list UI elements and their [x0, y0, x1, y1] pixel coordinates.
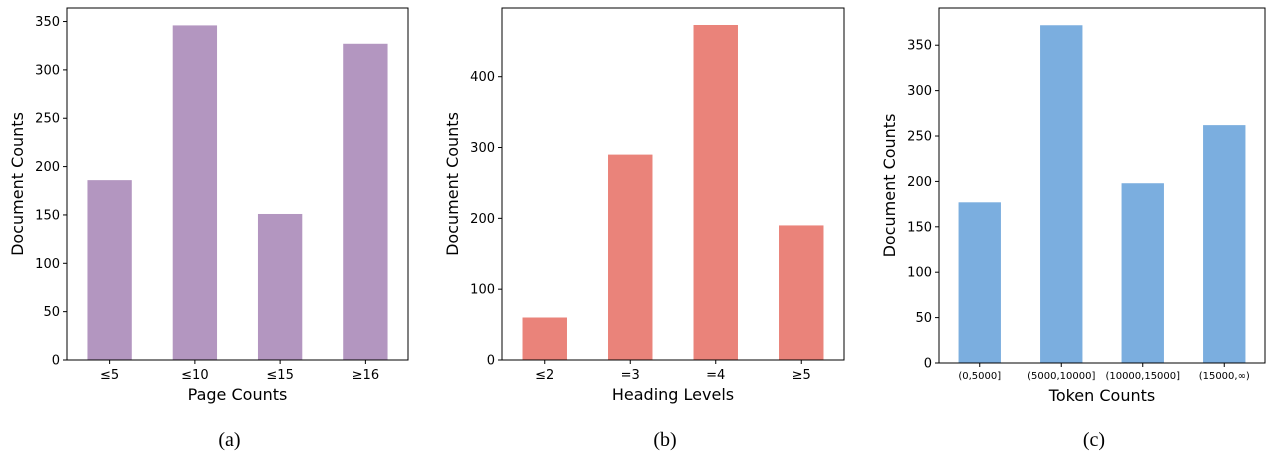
y-tick-label: 300 [35, 63, 60, 78]
x-tick-label: ≥16 [352, 368, 379, 383]
y-tick-label: 200 [35, 160, 60, 175]
x-tick-label: (10000,15000] [1105, 371, 1180, 382]
bar-0 [958, 202, 1001, 363]
y-axis-label: Document Counts [443, 112, 462, 256]
y-tick-label: 50 [43, 305, 60, 320]
y-tick-label: 400 [470, 70, 495, 85]
bar-0 [87, 180, 132, 360]
y-axis-label: Document Counts [880, 114, 899, 258]
y-tick-label: 350 [907, 39, 932, 54]
x-tick-label: (5000,10000] [1027, 371, 1095, 382]
bar-1 [1040, 25, 1083, 363]
y-tick-label: 300 [907, 84, 932, 99]
x-tick-label: ≥5 [792, 368, 811, 383]
y-tick-label: 250 [907, 130, 932, 145]
y-tick-label: 300 [470, 141, 495, 156]
y-tick-label: 350 [35, 15, 60, 30]
y-tick-label: 200 [470, 212, 495, 227]
y-axis-label: Document Counts [8, 112, 27, 256]
bar-3 [343, 43, 388, 361]
bar-0 [522, 317, 567, 360]
subfigure-caption: (a) [218, 429, 240, 451]
x-tick-label: =4 [706, 368, 725, 383]
bar-2 [1121, 183, 1164, 363]
plot-frame [938, 7, 1266, 364]
x-tick-label: ≤15 [266, 368, 293, 383]
subfigure-caption: (b) [653, 429, 676, 451]
plot-frame [66, 7, 409, 361]
bar-chart-token-counts: 0 50 100 150 200 250 300 350 (0,5000] (5000,10000… [880, 7, 1266, 451]
y-tick-label: 200 [907, 175, 932, 190]
x-tick-label: ≤2 [535, 368, 554, 383]
y-tick-label: 0 [487, 354, 495, 369]
x-axis-label: Page Counts [188, 385, 288, 404]
x-axis-label: Token Counts [1048, 386, 1155, 405]
y-tick-label: 0 [52, 354, 60, 369]
x-tick-label: (15000,∞) [1199, 371, 1250, 382]
bar-2 [257, 213, 303, 360]
x-tick-label: ≤5 [100, 368, 119, 383]
y-tick-label: 100 [470, 283, 495, 298]
x-axis-label: Heading Levels [612, 385, 734, 404]
x-tick-label: (0,5000] [958, 371, 1001, 382]
y-tick-label: 150 [907, 220, 932, 235]
bar-2 [693, 24, 738, 361]
subfigure-caption: (c) [1083, 429, 1105, 451]
y-tick-label: 0 [924, 357, 932, 372]
x-tick-label: ≤10 [181, 368, 208, 383]
y-tick-label: 250 [35, 112, 60, 127]
y-tick-label: 100 [907, 266, 932, 281]
bar-chart-page-counts: 0 50 100 150 200 250 300 350 ≤5 ≤10 ≤15 ≥16 Page Cou… [8, 7, 409, 451]
bar-chart-heading-levels: 0 100 200 300 400 ≤2 =3 =4 ≥5 Heading Levels Docum… [443, 7, 845, 451]
bar-3 [779, 225, 824, 360]
y-tick-label: 50 [915, 311, 932, 326]
plot-frame [501, 7, 845, 361]
bar-1 [172, 25, 218, 361]
x-tick-label: =3 [621, 368, 640, 383]
y-tick-label: 100 [35, 257, 60, 272]
bar-3 [1203, 125, 1246, 363]
y-tick-label: 150 [35, 208, 60, 223]
bar-1 [608, 154, 653, 360]
